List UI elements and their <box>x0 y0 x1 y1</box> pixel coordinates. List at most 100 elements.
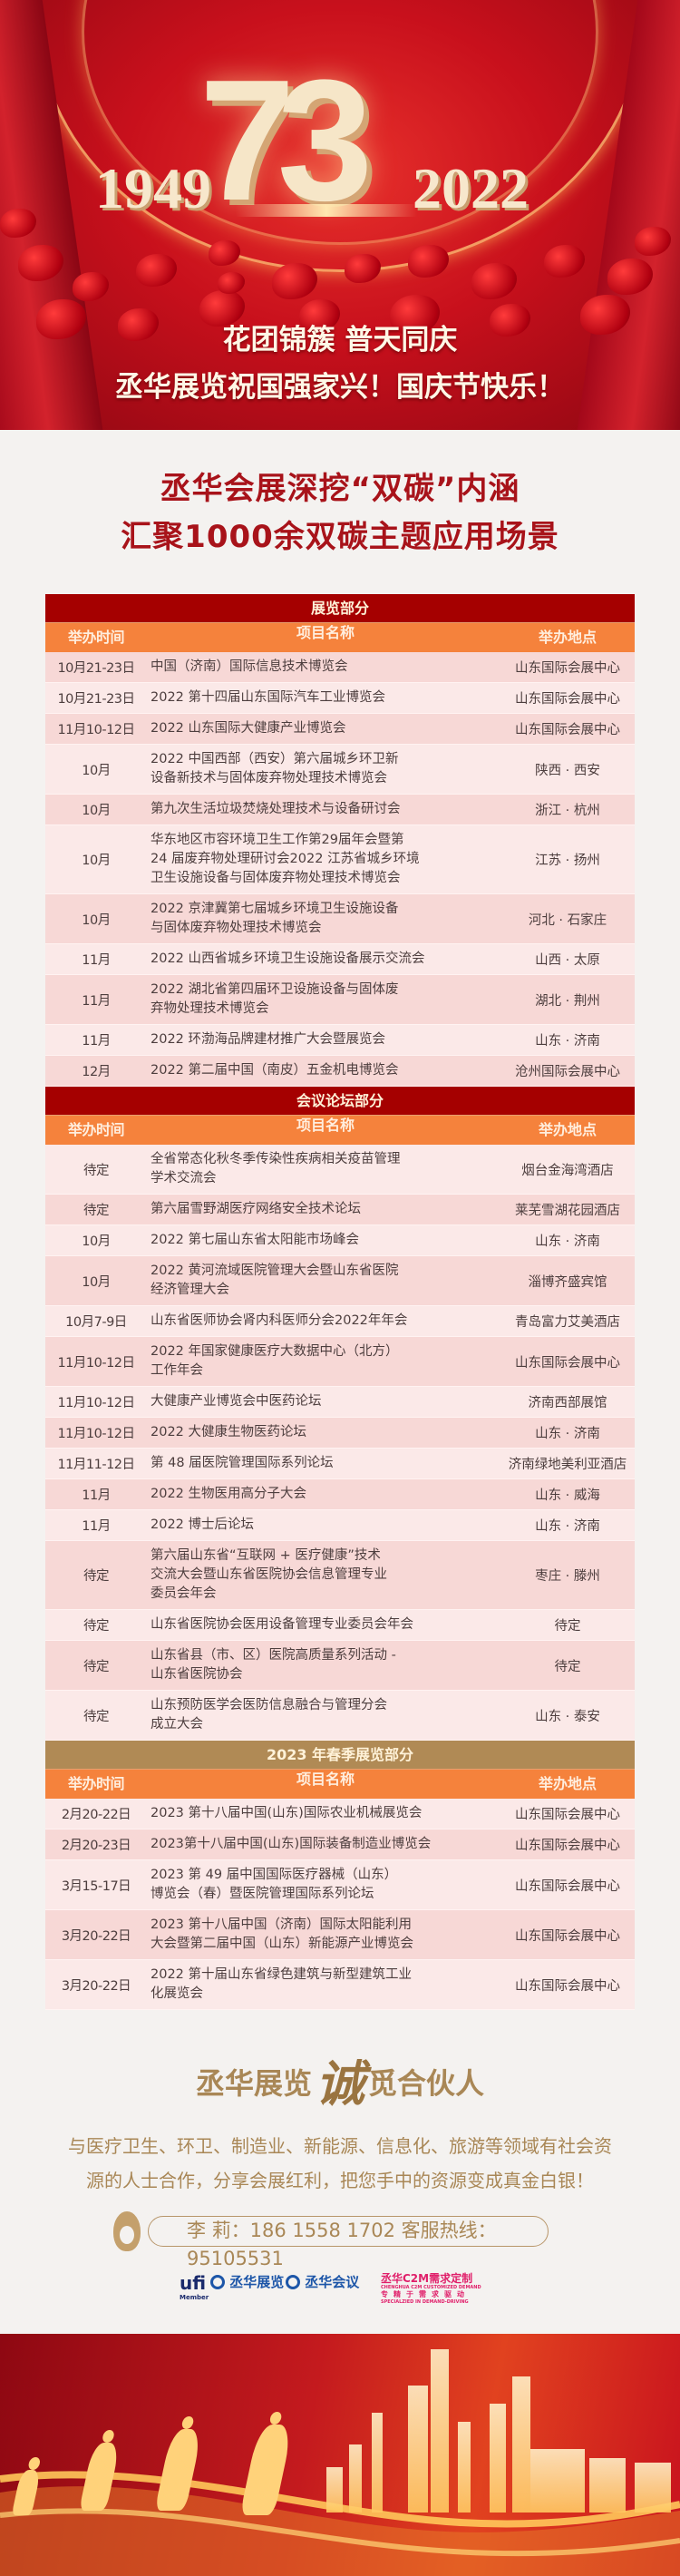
rose-petal <box>199 290 245 327</box>
rose-petal <box>73 272 109 301</box>
event-name: 2022 山东国际大健康产业博览会 <box>151 721 346 736</box>
exhibition-logo: 丞华展览 <box>210 2272 284 2291</box>
event-date: 11月10-12日 <box>57 1396 135 1410</box>
table-row: 10月 华东地区市容环境卫生工作第29届年会暨第 24 届废弃物处理研讨会2022… <box>45 825 635 894</box>
section-header: 展览部分 <box>45 594 635 623</box>
event-venue: 湖北 · 荆州 <box>535 993 600 1009</box>
event-date: 11月10-12日 <box>57 723 135 737</box>
event-venue: 山东国际会展中心 <box>515 1928 620 1944</box>
c2m-tagline-en: SPECIALZIED IN DEMAND-DRIVING <box>381 2298 469 2305</box>
rose-petal <box>471 263 517 299</box>
event-venue: 山东国际会展中心 <box>515 1839 620 1853</box>
event-venue: 山东 · 济南 <box>535 1519 600 1534</box>
ufi-member-text: Member <box>180 2294 209 2301</box>
event-venue: 莱芜雪湖花园酒店 <box>515 1204 620 1218</box>
table-row: 11月 2022 山西省城乡环境卫生设施设备展示交流会 山西 · 太原 <box>45 944 635 975</box>
table-row: 待定 第六届山东省“互联网 + 医疗健康”技术 交流大会暨山东省医院协会信息管理专… <box>45 1541 635 1610</box>
event-name: 2022 环渤海品牌建材推广大会暨展览会 <box>151 1032 386 1047</box>
skyline-building <box>458 2422 471 2513</box>
table-row: 10月 2022 京津冀第七届城乡环境卫生设施设备 与固体废弃物处理技术博览会 河北… <box>45 894 635 944</box>
event-venue: 浙江 · 杭州 <box>535 804 600 818</box>
partner-heading-prefix: 丞华展览 <box>195 2066 312 2101</box>
table-row: 11月 2022 生物医用高分子大会 山东 · 威海 <box>45 1479 635 1510</box>
event-venue: 山东 · 济南 <box>535 1034 600 1049</box>
event-date: 2月20-22日 <box>61 1808 131 1822</box>
event-venue: 山东国际会展中心 <box>515 1978 620 1994</box>
event-venue: 山西 · 太原 <box>535 953 600 968</box>
event-name: 2022 湖北省第四届环卫设施设备与固体废 弃物处理技术博览会 <box>151 982 399 1016</box>
partner-text-line-2: 源的人士合作，分享会展红利，把您手中的资源变成真金白银！ <box>86 2170 594 2191</box>
headline-line-2: 汇聚1000余双碳主题应用场景 <box>121 519 559 555</box>
event-name: 2022 京津冀第七届城乡环境卫生设施设备 与固体废弃物处理技术博览会 <box>151 902 399 935</box>
skyline-building <box>490 2404 506 2513</box>
event-venue: 江苏 · 扬州 <box>535 854 600 868</box>
event-venue: 山东 · 威海 <box>535 1488 600 1503</box>
event-venue: 沧州国际会展中心 <box>515 1065 620 1079</box>
c2m-tagline: 专精于需求驱动 <box>381 2290 470 2299</box>
event-name: 2022 博士后论坛 <box>151 1517 255 1532</box>
event-date: 待定 <box>83 1709 110 1724</box>
table-row: 待定 山东省县（市、区）医院高质量系列活动 - 山东省医院协会 待定 <box>45 1641 635 1691</box>
event-venue: 河北 · 石家庄 <box>528 912 607 928</box>
column-header-row: 举办时间 项目名称 举办地点 <box>45 1116 635 1145</box>
event-name: 2023 第 49 届中国国际医疗器械（山东） 博览会（春）暨医院管理国际系列论… <box>151 1868 398 1901</box>
exhibition-logo-text: 丞华展览 <box>229 2274 285 2290</box>
ufi-logo-text: ufi <box>180 2272 207 2294</box>
event-date: 11月 <box>82 1034 111 1049</box>
section-header: 2023 年春季展览部分 <box>45 1741 635 1770</box>
event-name: 山东省医师协会肾内科医师分会2022年年会 <box>151 1313 408 1328</box>
event-date: 11月 <box>82 953 111 968</box>
skyline-building <box>326 2467 343 2513</box>
event-name: 2022 黄河流域医院管理大会暨山东省医院 经济管理大会 <box>151 1264 399 1297</box>
event-date: 待定 <box>83 1163 110 1178</box>
table-row: 11月10-12日 2022 山东国际大健康产业博览会 山东国际会展中心 <box>45 714 635 745</box>
table-row: 12月 2022 第二届中国（南皮）五金机电博览会 沧州国际会展中心 <box>45 1056 635 1087</box>
event-name: 全省常态化秋冬季传染性疾病相关疫苗管理 学术交流会 <box>151 1152 401 1186</box>
event-name: 2022 第二届中国（南皮）五金机电博览会 <box>151 1063 399 1078</box>
event-date: 10月 <box>82 804 111 818</box>
column-header-row: 举办时间 项目名称 举办地点 <box>45 623 635 652</box>
event-name: 2022 第七届山东省太阳能市场峰会 <box>151 1233 360 1247</box>
conference-logo: 丞华会议 <box>286 2272 359 2291</box>
table-row: 3月15-17日 2023 第 49 届中国国际医疗器械（山东） 博览会（春）暨医… <box>45 1860 635 1910</box>
event-venue: 山东国际会展中心 <box>515 1355 620 1371</box>
table-row: 10月 2022 第七届山东省太阳能市场峰会 山东 · 济南 <box>45 1225 635 1256</box>
partner-heading-highlight: 诚 <box>316 2054 364 2113</box>
table-row: 待定 山东预防医学会医防信息融合与管理分会 成立大会 山东 · 泰安 <box>45 1691 635 1741</box>
event-venue: 山东国际会展中心 <box>515 692 620 707</box>
event-date: 待定 <box>83 1619 110 1634</box>
event-name: 2023第十八届中国(山东)国际装备制造业博览会 <box>151 1837 432 1851</box>
c2m-logo: 丞华C2M需求定制 CHENGHUA C2M CUSTOMIZED DEMAND… <box>381 2272 481 2305</box>
event-date: 12月 <box>82 1065 111 1079</box>
partner-heading: 丞华展览诚 觅合伙人 <box>0 2059 680 2108</box>
table-row: 10月21-23日 中国（济南）国际信息技术博览会 山东国际会展中心 <box>45 652 635 683</box>
event-date: 11月 <box>82 1519 111 1534</box>
event-date: 待定 <box>83 1659 110 1674</box>
table-row: 11月10-12日 2022 年国家健康医疗大数据中心（北方） 工作年会 山东国际会… <box>45 1337 635 1387</box>
table-row: 待定 全省常态化秋冬季传染性疾病相关疫苗管理 学术交流会 烟台金海湾酒店 <box>45 1145 635 1195</box>
hero-banner: 73 1949 2022 花团锦簇 普天同庆 丞华展览祝国强家兴！国庆节快乐！ <box>0 0 680 430</box>
event-date: 11月 <box>82 993 111 1009</box>
event-venue: 山东 · 济南 <box>535 1427 600 1441</box>
event-date: 3月20-22日 <box>61 1978 131 1994</box>
event-date: 待定 <box>83 1204 110 1218</box>
ufi-logo: ufi Member <box>180 2272 209 2301</box>
event-venue: 枣庄 · 滕州 <box>535 1569 600 1584</box>
event-date: 11月11-12日 <box>57 1458 135 1472</box>
column-header: 项目名称 <box>296 1117 355 1134</box>
column-header: 举办时间 <box>67 629 125 646</box>
event-venue: 山东国际会展中心 <box>515 661 620 676</box>
rose-petal <box>345 254 381 283</box>
skyline-glow <box>236 204 417 217</box>
event-name: 山东省医院协会医用设备管理专业委员会年会 <box>151 1617 413 1632</box>
event-name: 华东地区市容环境卫生工作第29届年会暨第 24 届废弃物处理研讨会2022 江苏… <box>151 833 420 885</box>
table-row: 10月7-9日 山东省医师协会肾内科医师分会2022年年会 青岛富力艾美酒店 <box>45 1306 635 1337</box>
skyline-building <box>530 2449 585 2513</box>
column-header: 项目名称 <box>296 1771 355 1788</box>
table-row: 11月10-12日 2022 大健康生物医药论坛 山东 · 济南 <box>45 1418 635 1449</box>
column-header: 项目名称 <box>296 624 355 641</box>
skyline-building <box>512 2376 530 2513</box>
c2m-logo-en: CHENGHUA C2M CUSTOMIZED DEMAND <box>381 2285 481 2291</box>
event-name: 中国（济南）国际信息技术博览会 <box>151 659 348 674</box>
table-row: 3月20-22日 2023 第十八届中国（济南）国际太阳能利用 大会暨第二届中国（… <box>45 1910 635 1960</box>
